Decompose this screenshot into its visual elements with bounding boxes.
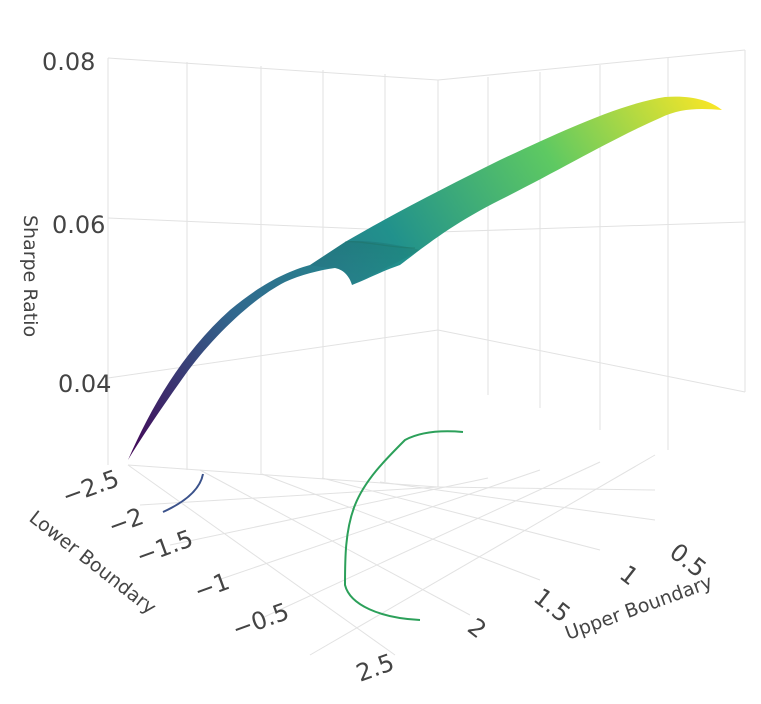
z-tick: 0.06: [52, 211, 105, 239]
grid-back-wall: [107, 57, 439, 487]
grid-side-wall: [437, 49, 746, 450]
x-tick: −1.5: [132, 524, 196, 570]
grid-floor: [127, 454, 656, 656]
contour-line-high: [343, 430, 464, 621]
surface-ridge-line: [344, 241, 416, 249]
z-tick: 0.04: [58, 370, 111, 398]
y-axis-title: Upper Boundary: [562, 571, 715, 645]
x-axis-ticks: −2.5 −2 −1.5 −1 −0.5 2.5: [58, 464, 397, 687]
floor-contours: [162, 430, 464, 621]
z-tick: 0.08: [42, 48, 95, 76]
x-tick: −0.5: [228, 597, 292, 643]
surface: [128, 96, 722, 460]
z-axis-title: Sharpe Ratio: [19, 215, 41, 337]
surface-shade: [310, 240, 420, 285]
x-tick: 2.5: [352, 648, 397, 687]
y-tick: 2: [462, 613, 491, 644]
contour-line-low: [162, 473, 204, 513]
y-tick: 1: [614, 560, 643, 591]
surface-body: [128, 96, 722, 460]
x-tick: −2: [104, 502, 147, 540]
x-tick: −1: [190, 567, 233, 605]
x-tick: −2.5: [58, 464, 122, 510]
z-axis-ticks: 0.08 0.06 0.04: [42, 48, 111, 398]
